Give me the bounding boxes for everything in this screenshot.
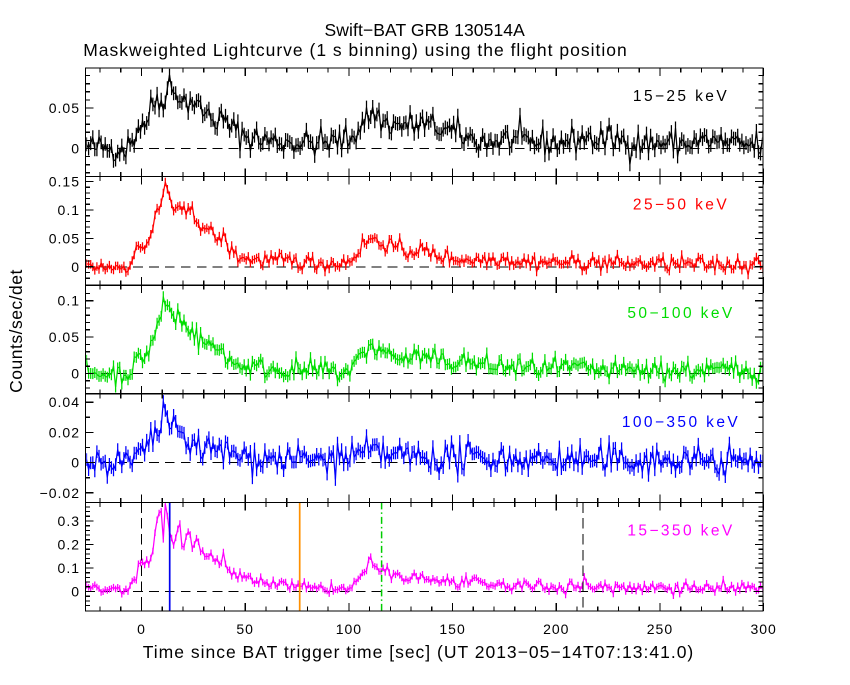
svg-text:25−50 keV: 25−50 keV [633,197,729,214]
svg-text:0.04: 0.04 [49,394,80,410]
svg-text:0: 0 [137,621,146,637]
svg-text:15−350 keV: 15−350 keV [627,522,734,539]
svg-text:150: 150 [439,621,465,637]
svg-text:200: 200 [543,621,569,637]
svg-text:50: 50 [236,621,254,637]
svg-text:0.1: 0.1 [58,560,80,576]
svg-text:0: 0 [71,141,80,157]
svg-text:0: 0 [71,259,80,275]
svg-text:0.1: 0.1 [58,293,80,309]
svg-text:0.05: 0.05 [49,100,80,116]
svg-text:Time since BAT trigger time [s: Time since BAT trigger time [sec] (UT 20… [143,642,695,662]
svg-text:0.15: 0.15 [49,174,80,190]
svg-text:0.2: 0.2 [58,537,80,553]
svg-text:0.05: 0.05 [49,329,80,345]
svg-text:Maskweighted Lightcurve (1 s b: Maskweighted Lightcurve (1 s binning) us… [83,40,628,60]
svg-text:−0.02: −0.02 [40,485,80,501]
svg-text:0.3: 0.3 [58,513,80,529]
svg-text:300: 300 [750,621,776,637]
svg-text:50−100 keV: 50−100 keV [627,305,734,322]
svg-text:0.05: 0.05 [49,230,80,246]
svg-text:0.1: 0.1 [58,202,80,218]
svg-text:0: 0 [71,366,80,382]
svg-text:100−350 keV: 100−350 keV [622,414,740,431]
svg-text:15−25 keV: 15−25 keV [633,88,729,105]
svg-text:0: 0 [71,455,80,471]
svg-text:250: 250 [647,621,673,637]
svg-text:0: 0 [71,584,80,600]
svg-text:Swift−BAT GRB 130514A: Swift−BAT GRB 130514A [325,20,526,40]
svg-text:Counts/sec/det: Counts/sec/det [6,269,26,393]
svg-text:100: 100 [336,621,362,637]
svg-text:0.02: 0.02 [49,424,80,440]
